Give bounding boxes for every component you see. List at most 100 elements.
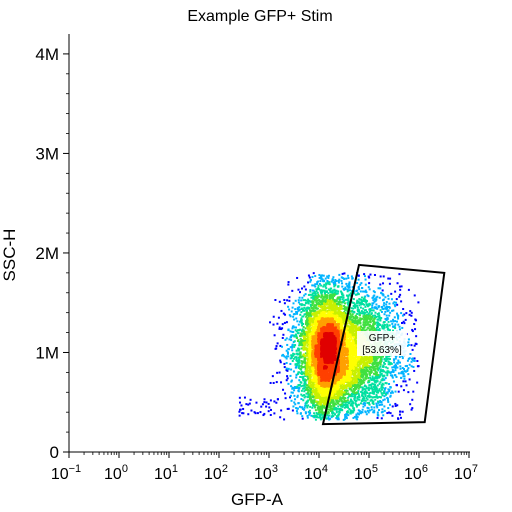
event-point bbox=[379, 275, 382, 278]
event-point bbox=[322, 280, 325, 283]
event-point bbox=[307, 323, 310, 326]
event-point bbox=[241, 412, 244, 415]
event-point bbox=[362, 370, 365, 373]
event-point bbox=[383, 320, 386, 323]
event-point bbox=[364, 411, 367, 414]
event-point bbox=[318, 406, 321, 409]
event-point bbox=[346, 324, 349, 327]
event-point bbox=[383, 387, 386, 390]
event-point bbox=[343, 299, 346, 302]
event-point bbox=[330, 280, 333, 283]
event-point bbox=[391, 391, 394, 394]
event-point bbox=[379, 369, 382, 372]
event-point bbox=[308, 398, 311, 401]
event-point bbox=[382, 325, 385, 328]
event-point bbox=[294, 366, 297, 369]
event-point bbox=[360, 355, 363, 358]
event-point bbox=[321, 406, 324, 409]
event-point bbox=[286, 407, 289, 410]
event-point bbox=[273, 400, 276, 403]
event-point bbox=[300, 393, 303, 396]
event-point bbox=[330, 407, 333, 410]
event-point bbox=[329, 407, 332, 410]
event-point bbox=[296, 407, 299, 410]
event-point bbox=[357, 374, 360, 377]
event-point bbox=[359, 298, 362, 301]
event-point bbox=[312, 272, 315, 275]
event-point bbox=[317, 299, 320, 302]
event-point bbox=[346, 318, 349, 321]
event-point bbox=[351, 301, 354, 304]
event-point bbox=[361, 379, 364, 382]
event-point bbox=[306, 375, 309, 378]
event-point bbox=[254, 412, 257, 415]
event-point bbox=[334, 309, 337, 312]
event-point bbox=[379, 356, 382, 359]
event-point bbox=[359, 306, 362, 309]
event-point bbox=[305, 400, 308, 403]
event-point bbox=[302, 375, 305, 378]
event-point bbox=[297, 356, 300, 359]
event-point bbox=[357, 286, 360, 289]
event-point bbox=[370, 406, 373, 409]
event-point bbox=[339, 308, 342, 311]
event-point bbox=[349, 378, 352, 381]
event-point bbox=[293, 340, 296, 343]
event-point bbox=[354, 358, 357, 361]
event-point bbox=[350, 392, 353, 395]
event-point bbox=[358, 311, 361, 314]
event-point bbox=[305, 321, 308, 324]
event-point bbox=[393, 304, 396, 307]
event-point bbox=[363, 273, 366, 276]
event-point bbox=[394, 369, 397, 372]
event-point bbox=[389, 394, 392, 397]
event-point bbox=[324, 290, 327, 293]
event-point bbox=[310, 385, 313, 388]
event-point bbox=[363, 317, 366, 320]
event-point bbox=[352, 316, 355, 319]
event-point bbox=[357, 309, 360, 312]
event-point bbox=[350, 323, 353, 326]
event-point bbox=[368, 314, 371, 317]
event-point bbox=[311, 399, 314, 402]
event-point bbox=[308, 309, 311, 312]
event-point bbox=[372, 367, 375, 370]
event-point bbox=[384, 377, 387, 380]
event-point bbox=[320, 391, 323, 394]
event-point bbox=[358, 326, 361, 329]
event-point bbox=[314, 293, 317, 296]
event-point bbox=[373, 369, 376, 372]
event-point bbox=[338, 317, 341, 320]
event-point bbox=[334, 310, 337, 313]
event-point bbox=[356, 416, 359, 419]
event-point bbox=[356, 377, 359, 380]
event-point bbox=[336, 384, 339, 387]
event-point bbox=[363, 404, 366, 407]
event-point bbox=[366, 357, 369, 360]
event-point bbox=[325, 282, 328, 285]
event-point bbox=[377, 312, 380, 315]
event-point bbox=[286, 377, 289, 380]
event-point bbox=[337, 302, 340, 305]
event-point bbox=[319, 280, 322, 283]
event-point bbox=[340, 397, 343, 400]
event-point bbox=[355, 374, 358, 377]
event-point bbox=[345, 277, 348, 280]
event-point bbox=[382, 392, 385, 395]
event-point bbox=[356, 282, 359, 285]
event-point bbox=[368, 329, 371, 332]
event-point bbox=[283, 298, 286, 301]
event-point bbox=[388, 329, 391, 332]
event-point bbox=[362, 321, 365, 324]
event-point bbox=[302, 366, 305, 369]
event-point bbox=[367, 381, 370, 384]
event-point bbox=[379, 373, 382, 376]
event-point bbox=[356, 323, 359, 326]
event-point bbox=[407, 367, 410, 370]
event-point bbox=[346, 371, 349, 374]
event-point bbox=[351, 286, 354, 289]
event-point bbox=[324, 277, 327, 280]
event-point bbox=[306, 353, 309, 356]
event-point bbox=[304, 404, 307, 407]
event-point bbox=[343, 304, 346, 307]
